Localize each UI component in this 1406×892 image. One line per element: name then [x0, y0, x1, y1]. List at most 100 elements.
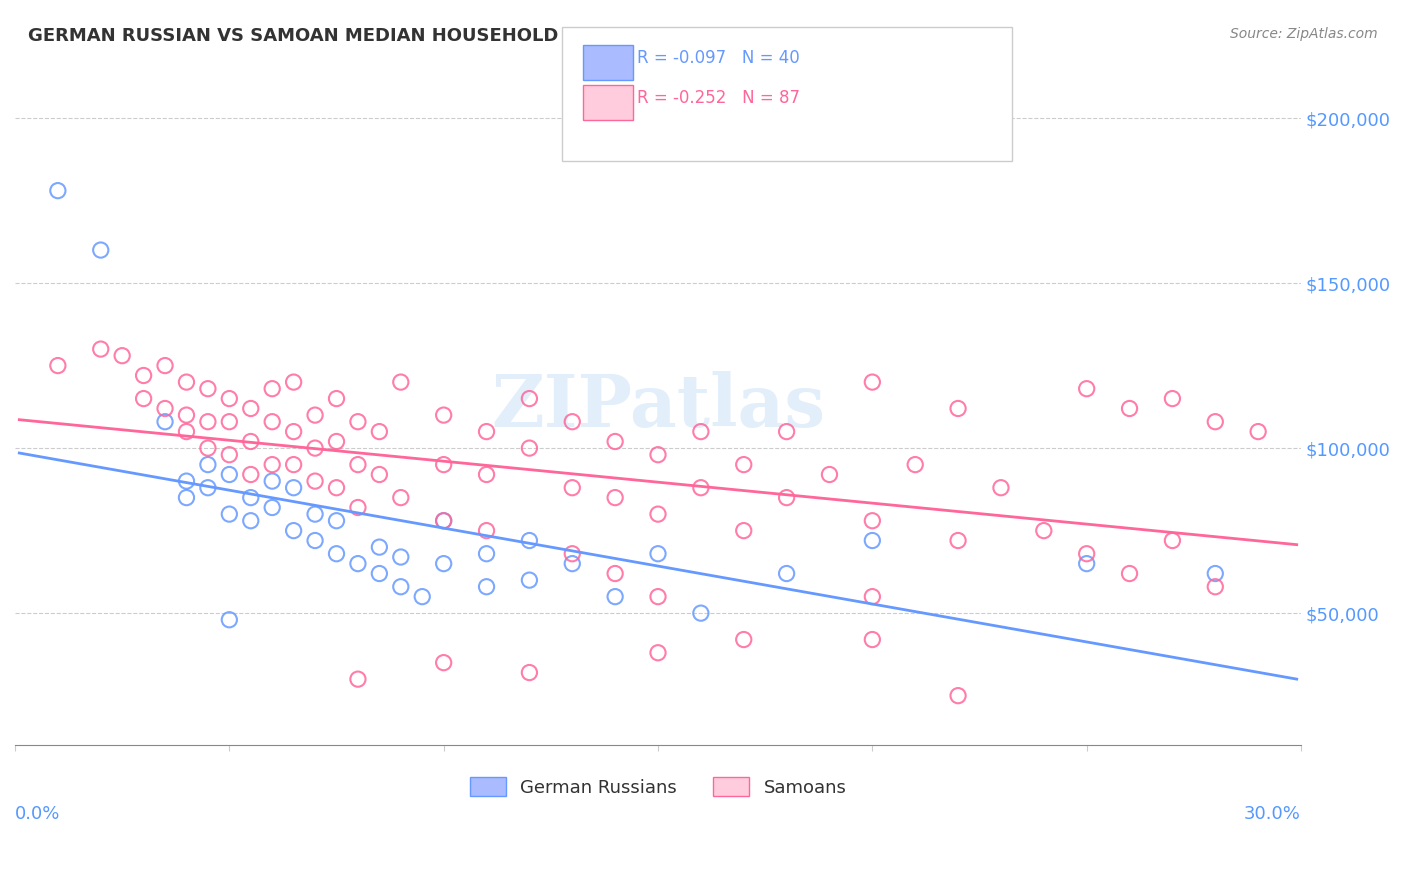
Point: [325, 392, 347, 406]
Point: [1118, 401, 1140, 416]
Point: [433, 514, 456, 528]
Point: [561, 415, 583, 429]
Point: [325, 547, 347, 561]
Point: [1204, 415, 1226, 429]
Point: [347, 458, 370, 472]
Point: [347, 500, 370, 515]
Text: 30.0%: 30.0%: [1244, 805, 1301, 822]
Text: 0.0%: 0.0%: [15, 805, 60, 822]
Point: [433, 557, 456, 571]
Point: [647, 448, 669, 462]
Point: [860, 632, 883, 647]
Point: [1076, 557, 1098, 571]
Point: [904, 458, 927, 472]
Point: [176, 375, 198, 389]
Point: [325, 434, 347, 449]
Point: [46, 184, 69, 198]
Point: [860, 590, 883, 604]
Point: [153, 401, 176, 416]
Point: [262, 474, 284, 488]
Point: [733, 524, 755, 538]
Point: [197, 382, 219, 396]
Point: [239, 491, 262, 505]
Point: [605, 566, 627, 581]
Point: [433, 408, 456, 422]
Point: [411, 590, 433, 604]
Point: [689, 481, 711, 495]
Point: [990, 481, 1012, 495]
Point: [283, 524, 305, 538]
Point: [647, 590, 669, 604]
Point: [368, 467, 391, 482]
Text: R = -0.252   N = 87: R = -0.252 N = 87: [637, 89, 800, 107]
Point: [605, 491, 627, 505]
Point: [1118, 566, 1140, 581]
Point: [433, 656, 456, 670]
Point: [519, 533, 541, 548]
Point: [475, 580, 498, 594]
Point: [946, 689, 969, 703]
Point: [176, 474, 198, 488]
Text: GERMAN RUSSIAN VS SAMOAN MEDIAN HOUSEHOLD INCOME CORRELATION CHART: GERMAN RUSSIAN VS SAMOAN MEDIAN HOUSEHOL…: [28, 27, 866, 45]
Point: [860, 533, 883, 548]
Point: [304, 474, 326, 488]
Point: [689, 606, 711, 620]
Point: [475, 467, 498, 482]
Point: [153, 415, 176, 429]
Point: [1076, 547, 1098, 561]
Point: [262, 458, 284, 472]
Point: [197, 441, 219, 455]
Point: [347, 415, 370, 429]
Point: [1161, 392, 1184, 406]
Point: [860, 514, 883, 528]
Legend: German Russians, Samoans: German Russians, Samoans: [463, 770, 853, 804]
Point: [647, 507, 669, 521]
Point: [389, 375, 412, 389]
Point: [153, 359, 176, 373]
Point: [433, 514, 456, 528]
Point: [475, 547, 498, 561]
Point: [347, 672, 370, 686]
Point: [218, 467, 240, 482]
Point: [218, 507, 240, 521]
Point: [176, 491, 198, 505]
Point: [239, 514, 262, 528]
Point: [218, 448, 240, 462]
Point: [90, 342, 112, 356]
Point: [368, 566, 391, 581]
Point: [46, 359, 69, 373]
Point: [325, 481, 347, 495]
Point: [775, 566, 797, 581]
Point: [197, 481, 219, 495]
Point: [368, 540, 391, 554]
Point: [304, 441, 326, 455]
Point: [689, 425, 711, 439]
Point: [1204, 566, 1226, 581]
Point: [519, 573, 541, 587]
Point: [304, 533, 326, 548]
Point: [519, 392, 541, 406]
Point: [561, 481, 583, 495]
Point: [605, 590, 627, 604]
Point: [1076, 382, 1098, 396]
Point: [519, 665, 541, 680]
Point: [325, 514, 347, 528]
Point: [389, 549, 412, 564]
Point: [561, 547, 583, 561]
Point: [239, 434, 262, 449]
Point: [946, 401, 969, 416]
Point: [475, 425, 498, 439]
Point: [647, 547, 669, 561]
Point: [283, 425, 305, 439]
Point: [176, 425, 198, 439]
Point: [1032, 524, 1054, 538]
Point: [561, 557, 583, 571]
Point: [239, 401, 262, 416]
Point: [197, 458, 219, 472]
Point: [283, 481, 305, 495]
Point: [475, 524, 498, 538]
Point: [1161, 533, 1184, 548]
Point: [818, 467, 841, 482]
Point: [262, 500, 284, 515]
Text: Source: ZipAtlas.com: Source: ZipAtlas.com: [1230, 27, 1378, 41]
